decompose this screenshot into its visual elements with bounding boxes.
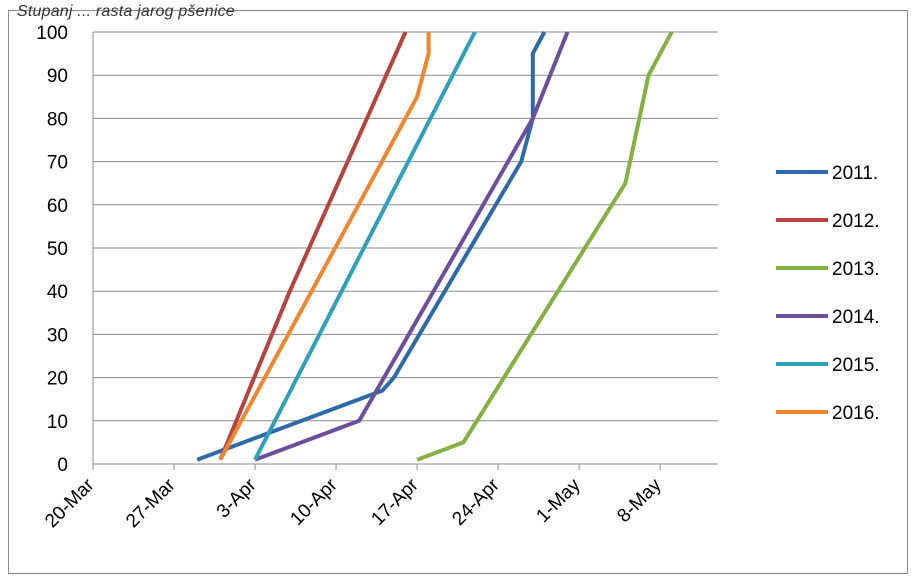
x-tick-label-4: 17-Apr bbox=[367, 474, 423, 530]
legend-label-2016: 2016. bbox=[832, 403, 880, 424]
y-tick-label-30: 30 bbox=[47, 325, 68, 346]
y-tick-label-80: 80 bbox=[47, 109, 68, 130]
legend-label-2015: 2015. bbox=[832, 355, 880, 376]
chart-frame: Stupanj ... rasta jarog pšenice bbox=[8, 3, 908, 574]
legend-label-2012: 2012. bbox=[832, 211, 880, 232]
y-tick-label-10: 10 bbox=[47, 412, 68, 433]
series-line-2016 bbox=[218, 32, 431, 461]
y-tick-label-70: 70 bbox=[47, 153, 68, 174]
legend-label-2014: 2014. bbox=[832, 307, 880, 328]
x-tick-label-6: 1-May bbox=[532, 474, 585, 527]
legend-label-2011: 2011. bbox=[832, 163, 878, 184]
y-tick-label-20: 20 bbox=[47, 369, 68, 390]
y-tick-label-60: 60 bbox=[47, 196, 68, 217]
series-line-2011 bbox=[196, 31, 547, 462]
y-tick-label-100: 100 bbox=[36, 23, 68, 44]
x-tick-label-0: 20-Mar bbox=[41, 474, 99, 532]
x-tick-label-7: 8-May bbox=[613, 474, 666, 527]
x-tick-label-5: 24-Apr bbox=[448, 474, 504, 530]
x-tick-label-3: 10-Apr bbox=[286, 474, 342, 530]
y-tick-label-50: 50 bbox=[47, 239, 68, 260]
x-tick-label-1: 27-Mar bbox=[122, 474, 180, 532]
chart-caption-fragment: Stupanj ... rasta jarog pšenice bbox=[17, 3, 235, 20]
series-line-2012 bbox=[218, 31, 408, 461]
y-tick-label-0: 0 bbox=[57, 455, 68, 476]
x-tick-label-2: 3-Apr bbox=[213, 474, 261, 522]
y-tick-label-90: 90 bbox=[47, 66, 68, 87]
series-line-2014 bbox=[254, 31, 570, 462]
legend-label-2013: 2013. bbox=[832, 259, 880, 280]
series-line-2015 bbox=[253, 31, 477, 461]
y-tick-label-40: 40 bbox=[47, 282, 68, 303]
series-line-2013 bbox=[416, 31, 674, 462]
